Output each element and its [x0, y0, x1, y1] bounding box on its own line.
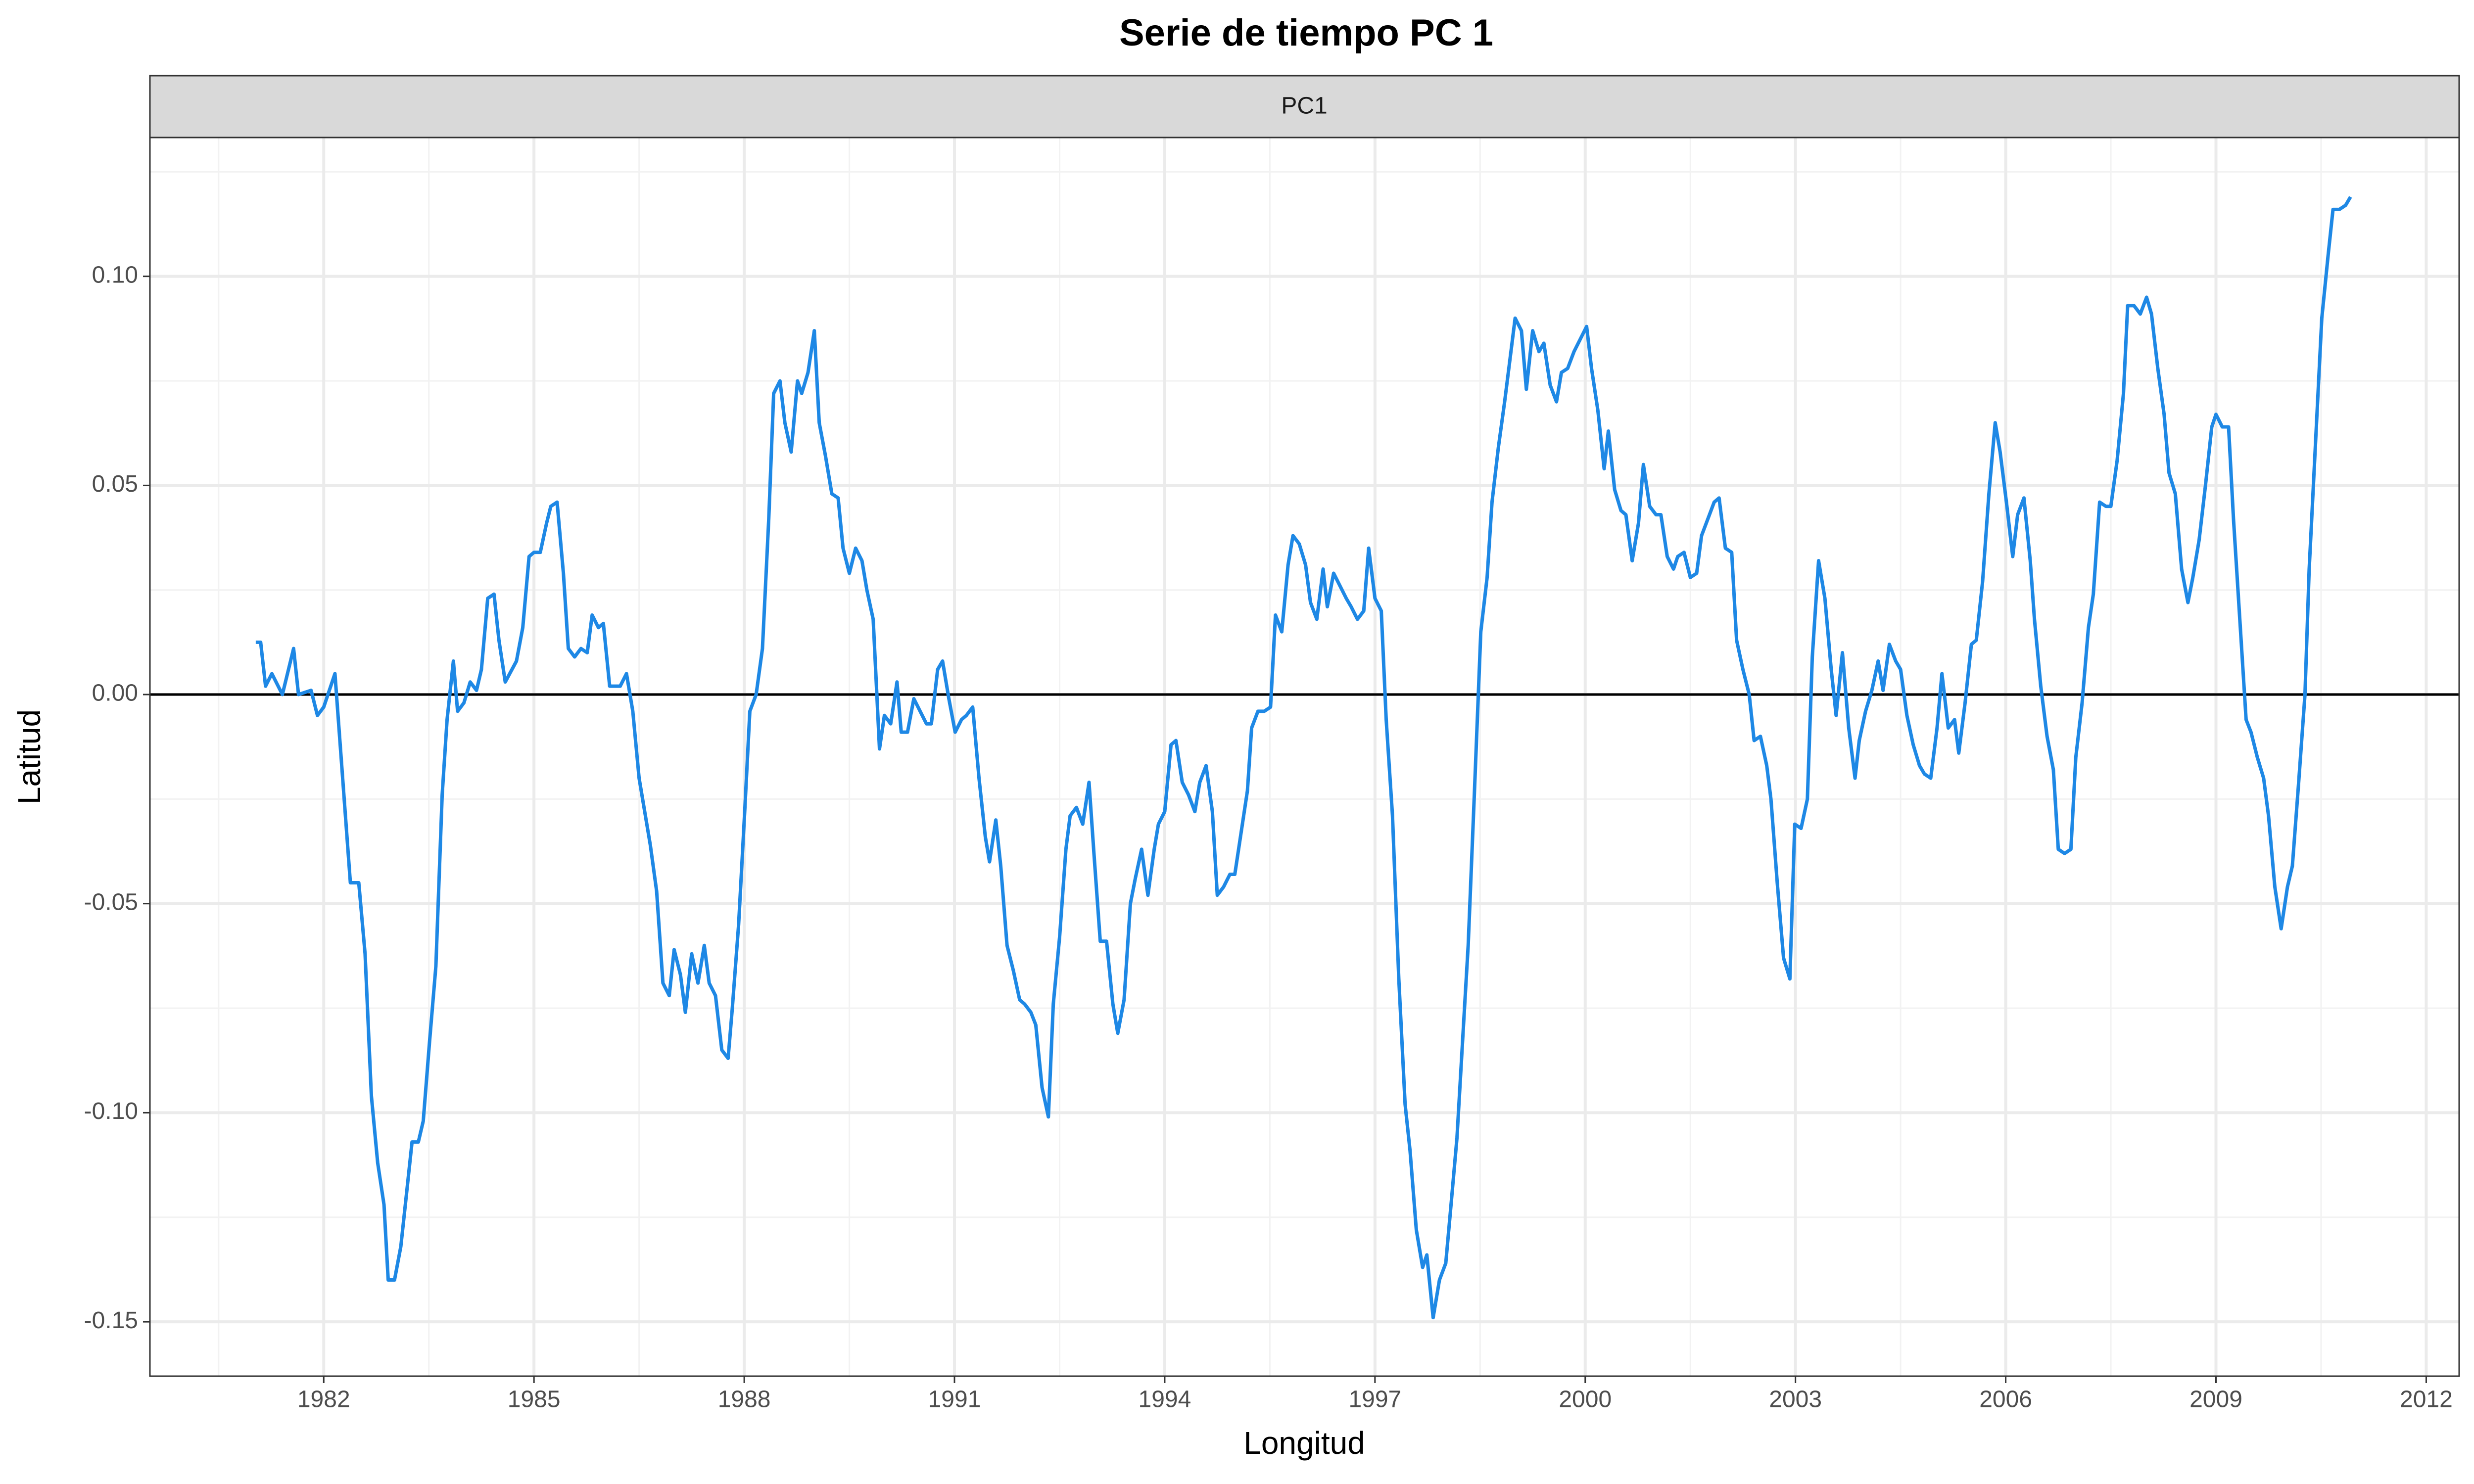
x-tick-label: 1988 — [718, 1387, 771, 1413]
x-tick-label: 2006 — [1979, 1387, 2032, 1413]
x-tick-label: 1994 — [1139, 1387, 1191, 1413]
x-tick-label: 2012 — [2400, 1387, 2453, 1413]
chart-title: Serie de tiempo PC 1 — [1119, 12, 1493, 54]
x-tick-label: 1991 — [928, 1387, 981, 1413]
y-tick-label: -0.05 — [84, 889, 138, 915]
y-tick-label: 0.05 — [92, 471, 138, 497]
x-tick-label: 2009 — [2189, 1387, 2242, 1413]
x-tick-label: 1997 — [1348, 1387, 1401, 1413]
y-tick-label: 0.10 — [92, 262, 138, 288]
x-tick-label: 2000 — [1559, 1387, 1612, 1413]
facet-strip — [149, 75, 2460, 139]
x-axis-title: Longitud — [1243, 1425, 1365, 1461]
y-tick-label: -0.15 — [84, 1307, 138, 1334]
x-tick-label: 1985 — [508, 1387, 561, 1413]
data-line — [255, 196, 2352, 1320]
y-tick-label: 0.00 — [92, 680, 138, 706]
x-tick-label: 2003 — [1769, 1387, 1822, 1413]
y-tick-label: -0.10 — [84, 1098, 138, 1124]
x-tick-label: 1982 — [297, 1387, 350, 1413]
facet-label: PC1 — [1281, 93, 1327, 119]
panel-border — [149, 137, 2460, 1377]
y-axis-title: Latitud — [11, 709, 47, 804]
plot-panel — [150, 138, 2459, 1376]
